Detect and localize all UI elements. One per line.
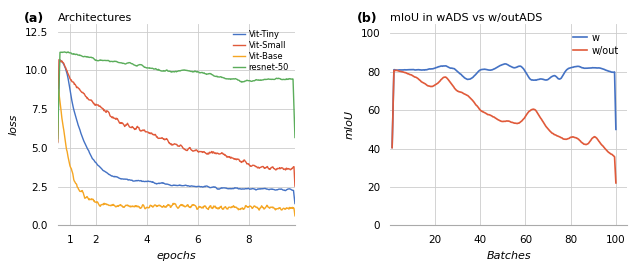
resnet-50 [195, 71, 203, 74]
X-axis label: Batches: Batches [486, 250, 531, 260]
Y-axis label: mIoU: mIoU [345, 110, 355, 139]
Vit-Tiny [56, 58, 63, 61]
Text: mIoU in wADS vs w/outADS: mIoU in wADS vs w/outADS [390, 13, 542, 23]
Vit-Base [54, 88, 62, 91]
Vit-Small [54, 141, 61, 144]
resnet-50 [249, 80, 257, 83]
Vit-Base [182, 204, 190, 207]
w/out [510, 121, 518, 125]
w/out [612, 181, 620, 184]
Text: (a): (a) [24, 12, 45, 25]
Vit-Small [291, 185, 299, 188]
w [612, 128, 620, 131]
w [607, 70, 615, 73]
w [510, 66, 518, 69]
w [522, 70, 530, 74]
Vit-Base [291, 214, 299, 217]
Vit-Base [249, 206, 257, 210]
Line: Vit-Base: Vit-Base [58, 90, 295, 216]
Vit-Tiny [249, 187, 257, 190]
Line: resnet-50: resnet-50 [58, 52, 295, 139]
Line: w: w [392, 64, 616, 147]
Text: Architectures: Architectures [58, 13, 132, 23]
w/out [495, 118, 502, 122]
Text: (b): (b) [356, 12, 377, 25]
Line: Vit-Small: Vit-Small [58, 60, 295, 186]
Vit-Base [168, 204, 176, 207]
Vit-Base [167, 206, 175, 209]
resnet-50 [167, 70, 175, 73]
w [495, 65, 502, 68]
Vit-Tiny [54, 140, 61, 144]
w/out [572, 136, 580, 139]
Vit-Small [249, 164, 257, 167]
Vit-Tiny [286, 187, 294, 191]
Vit-Small [286, 167, 294, 171]
w/out [522, 114, 530, 117]
w/out [388, 146, 396, 149]
Vit-Tiny [195, 185, 203, 188]
X-axis label: epochs: epochs [156, 250, 196, 260]
Vit-Base [195, 205, 203, 208]
w/out [607, 152, 615, 156]
Vit-Tiny [182, 184, 190, 187]
Line: Vit-Tiny: Vit-Tiny [58, 60, 295, 204]
w/out [497, 119, 504, 122]
w [501, 62, 509, 65]
Vit-Small [56, 58, 63, 61]
resnet-50 [182, 69, 190, 72]
resnet-50 [291, 136, 299, 139]
resnet-50 [286, 77, 294, 80]
w [572, 65, 580, 68]
Vit-Small [167, 142, 175, 145]
Vit-Tiny [168, 184, 176, 187]
Vit-Tiny [291, 202, 299, 205]
resnet-50 [61, 50, 68, 54]
Vit-Tiny [167, 184, 175, 187]
resnet-50 [168, 70, 176, 73]
Vit-Small [195, 150, 203, 153]
Vit-Base [54, 140, 61, 143]
Vit-Small [182, 149, 190, 152]
w/out [392, 69, 400, 72]
Legend: Vit-Tiny, Vit-Small, Vit-Base, resnet-50: Vit-Tiny, Vit-Small, Vit-Base, resnet-50 [231, 28, 291, 74]
Y-axis label: loss: loss [9, 114, 19, 135]
Vit-Base [286, 206, 294, 209]
w [496, 64, 504, 68]
resnet-50 [54, 137, 61, 140]
Legend: w, w/out: w, w/out [569, 29, 622, 59]
Vit-Small [168, 143, 176, 147]
Line: w/out: w/out [392, 70, 616, 183]
w [388, 146, 396, 149]
